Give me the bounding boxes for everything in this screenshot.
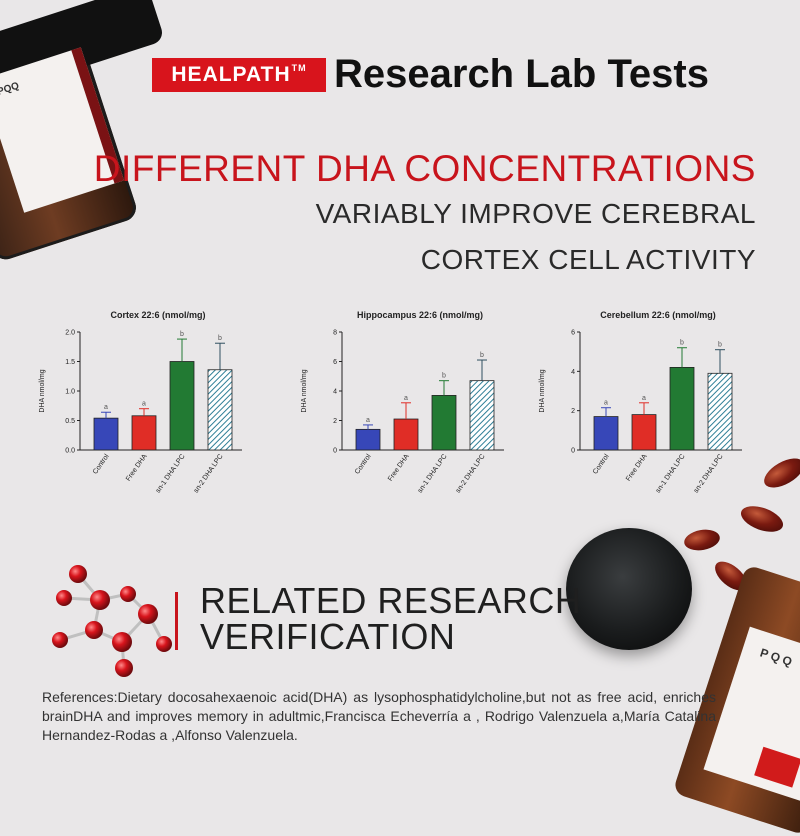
bar-chart-1: Cortex 22:6 (nmol/mg) DHA nmol/mg 0.0 0.5 1.… <box>39 310 242 494</box>
x-tick-label: sn-2 DHA LPC <box>693 453 725 494</box>
x-tick-label: Free DHA <box>387 453 411 483</box>
y-tick-label: 4 <box>333 389 337 396</box>
chart-title: Hippocampus 22:6 (nmol/mg) <box>357 310 483 320</box>
bar-chart-3: Cerebellum 22:6 (nmol/mg) DHA nmol/mg 0 2 4 6… <box>539 310 742 494</box>
bar <box>631 414 657 451</box>
bar <box>169 361 195 451</box>
y-tick-label: 8 <box>333 330 337 337</box>
trademark: TM <box>291 63 307 73</box>
x-tick-label: sn-1 DHA LPC <box>155 453 187 494</box>
significance-label: b <box>718 342 722 349</box>
research-heading-line-1: RELATED RESEARCH <box>200 580 582 621</box>
y-tick-label: 6 <box>571 330 575 337</box>
x-tick-label: sn-1 DHA LPC <box>417 453 449 494</box>
brand-name: HEALPATH <box>171 63 291 86</box>
significance-label: a <box>142 401 146 408</box>
y-tick-label: 0.5 <box>65 418 75 425</box>
y-tick-label: 0 <box>333 448 337 455</box>
jar-label-text: PQQ <box>758 645 797 670</box>
chart-title: Cerebellum 22:6 (nmol/mg) <box>600 310 716 320</box>
y-tick-label: 4 <box>571 369 575 376</box>
significance-label: b <box>442 373 446 380</box>
bar <box>93 417 119 451</box>
chart-title: Cortex 22:6 (nmol/mg) <box>110 310 205 320</box>
headline-line-3: CORTEX CELL ACTIVITY <box>420 244 756 275</box>
y-tick-label: 6 <box>333 359 337 366</box>
capsule-icon <box>682 527 722 553</box>
significance-label: b <box>180 331 184 338</box>
headline-line-2: VARIABLY IMPROVE CEREBRAL <box>315 198 756 229</box>
x-tick-label: Free DHA <box>625 453 649 483</box>
significance-label: b <box>218 335 222 342</box>
capsule-icon <box>737 501 787 537</box>
significance-label: b <box>680 340 684 347</box>
bar <box>131 415 157 451</box>
x-tick-label: sn-2 DHA LPC <box>193 453 225 494</box>
bar <box>207 369 233 451</box>
significance-label: a <box>404 395 408 402</box>
brand-logo: HEALPATH TM <box>152 58 326 92</box>
y-tick-label: 0.0 <box>65 448 75 455</box>
page-title: Research Lab Tests <box>334 52 709 96</box>
significance-label: a <box>104 404 108 411</box>
jar-lid-icon <box>566 528 692 650</box>
y-tick-label: 2 <box>571 408 575 415</box>
significance-label: a <box>604 400 608 407</box>
x-tick-label: sn-1 DHA LPC <box>655 453 687 494</box>
jar-label-text: PQQ <box>0 80 21 98</box>
x-tick-label: Control <box>354 453 373 476</box>
y-tick-label: 2 <box>333 418 337 425</box>
x-tick-label: Free DHA <box>125 453 149 483</box>
section-divider <box>175 592 178 650</box>
significance-label: a <box>642 395 646 402</box>
y-axis-label: DHA nmol/mg <box>539 369 546 412</box>
research-heading-line-2: VERIFICATION <box>200 616 456 657</box>
y-axis-label: DHA nmol/mg <box>301 369 308 412</box>
references-text: References:Dietary docosahexaenoic acid(… <box>42 689 716 743</box>
research-heading: RELATED RESEARCH VERIFICATION <box>200 583 581 655</box>
bar <box>593 416 619 451</box>
bar <box>355 428 381 451</box>
y-axis-label: DHA nmol/mg <box>39 369 46 412</box>
bar <box>669 367 695 451</box>
y-tick-label: 1.5 <box>65 359 75 366</box>
y-tick-label: 0 <box>571 448 575 455</box>
significance-label: b <box>480 352 484 359</box>
headline-primary: DIFFERENT DHA CONCENTRATIONS <box>93 148 756 189</box>
x-tick-label: Control <box>592 453 611 476</box>
x-tick-label: Control <box>92 453 111 476</box>
bar <box>393 418 419 451</box>
bar <box>431 395 457 451</box>
y-tick-label: 2.0 <box>65 330 75 337</box>
bar-chart-2: Hippocampus 22:6 (nmol/mg) DHA nmol/mg 0 2 4… <box>301 310 504 494</box>
molecule-icon <box>52 565 172 677</box>
y-tick-label: 1.0 <box>65 389 75 396</box>
bar <box>469 380 495 451</box>
bar <box>707 372 733 451</box>
x-tick-label: sn-2 DHA LPC <box>455 453 487 494</box>
significance-label: a <box>366 417 370 424</box>
